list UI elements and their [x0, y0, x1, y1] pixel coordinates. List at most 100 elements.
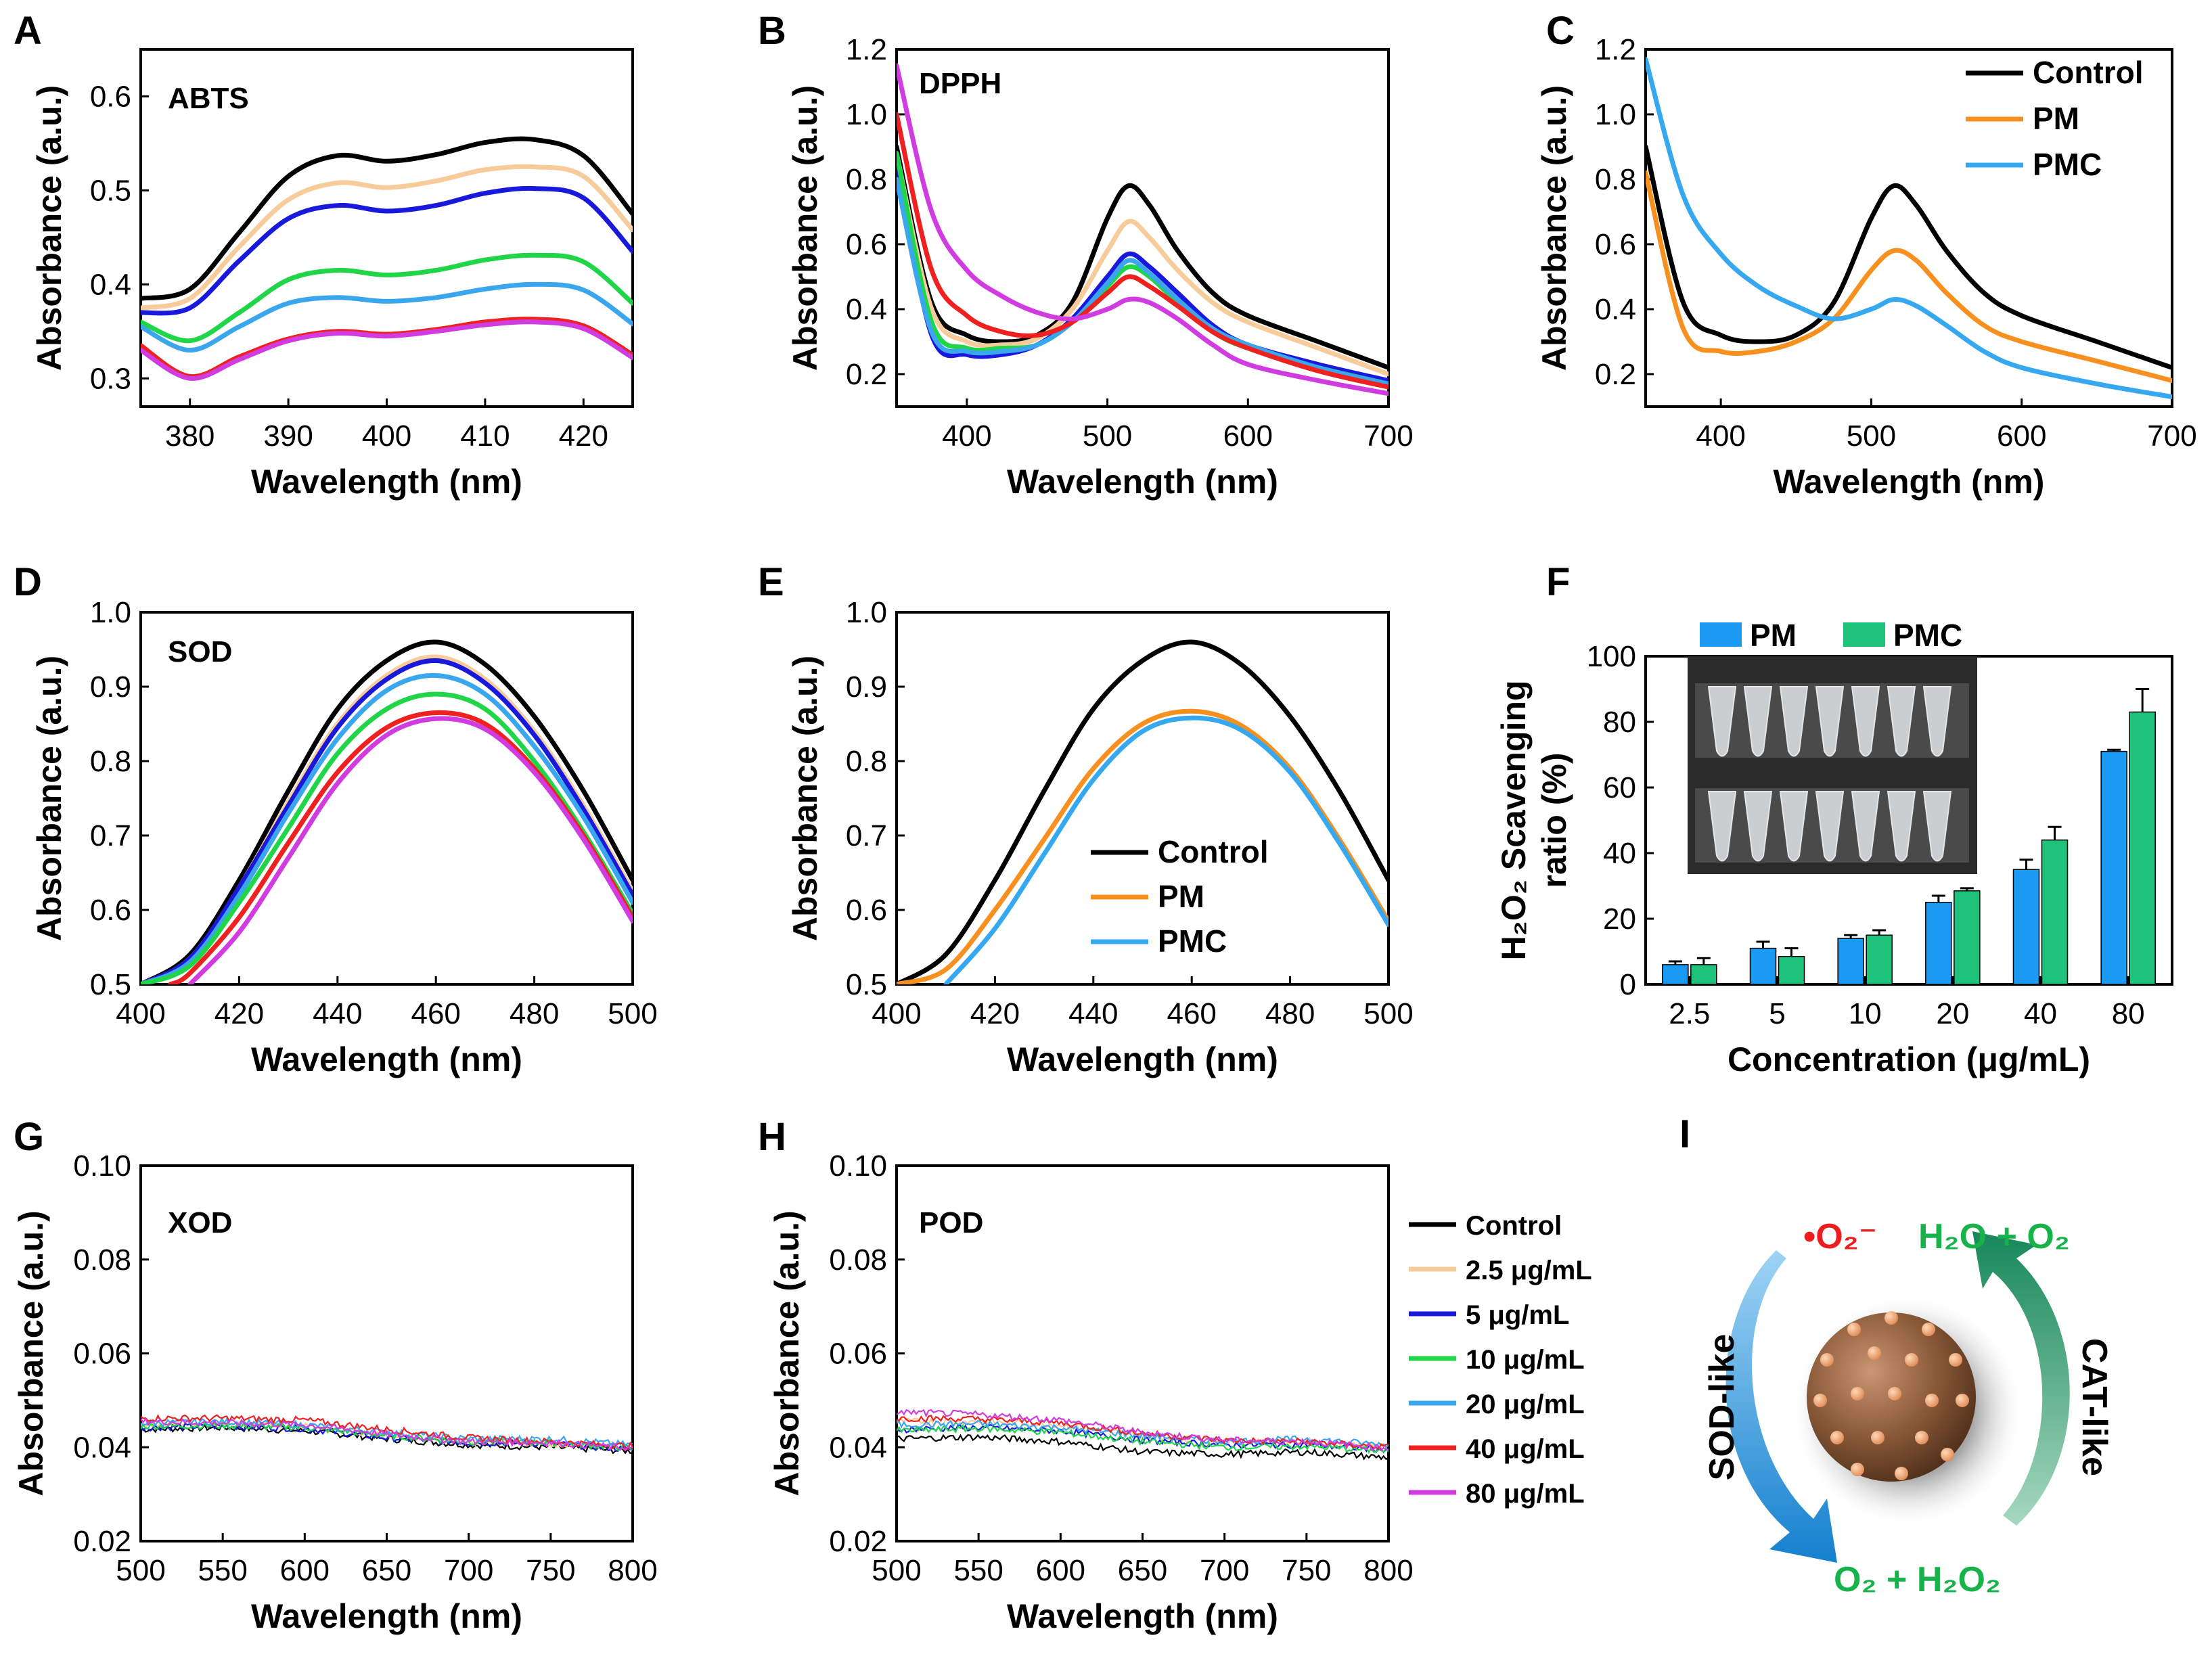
x-tick-label: 420 — [215, 997, 264, 1030]
series-line-pmc — [943, 715, 1389, 984]
x-tick-label: 550 — [198, 1554, 247, 1587]
sphere-dot — [1925, 1394, 1939, 1407]
plot-frame — [139, 611, 634, 986]
y-tick-label: 0.7 — [846, 819, 887, 852]
x-tick-label: 600 — [1223, 419, 1273, 453]
y-axis-title: Absorbance (a.u.) — [768, 1210, 806, 1496]
sphere-dot — [1895, 1467, 1908, 1480]
sphere-dot — [1820, 1353, 1834, 1367]
series-line-40-g-ml — [897, 112, 1389, 390]
x-tick-label: 10 — [1849, 997, 1882, 1030]
series-line-5-g-ml — [141, 185, 633, 316]
y-tick-label: 0.9 — [90, 670, 131, 704]
series-line-20-g-ml — [141, 281, 633, 353]
series-line-40-g-ml — [168, 710, 633, 984]
legend-swatch — [1700, 622, 1742, 647]
x-tick-label: 500 — [1847, 419, 1896, 453]
y-tick-label: 0.3 — [90, 362, 131, 395]
y-tick-label: 0.6 — [90, 80, 131, 113]
x-tick-label: 400 — [942, 419, 991, 453]
y-tick-label: 0.5 — [846, 968, 887, 1001]
series-group — [141, 639, 633, 984]
bar-pm — [1925, 902, 1952, 985]
x-tick-label: 480 — [510, 997, 559, 1030]
y-tick-label: 1.0 — [846, 596, 887, 629]
y-tick-label: 0.6 — [1595, 228, 1636, 261]
y-axis-title: Absorbance (a.u.) — [786, 656, 824, 941]
x-tick-label: 600 — [1036, 1554, 1085, 1587]
series-line-control — [897, 639, 1389, 984]
legend-label: Control — [1466, 1211, 1562, 1241]
panel-d: D 400 420 440 460 480 500 0.5 0.6 0.7 0.8 0.9 1.0 Wav… — [14, 560, 658, 1078]
x-tick-label: 390 — [263, 419, 313, 453]
series-line-control — [897, 144, 1389, 370]
panel-f: F 0 20 40 60 80 100 2.5 5 10 20 40 80 Concentration (… — [1495, 560, 2173, 1078]
superoxide-label: •O₂⁻ — [1803, 1217, 1877, 1256]
y-tick-label: 0.5 — [90, 968, 131, 1001]
cat-like-label: CAT-like — [2075, 1338, 2114, 1476]
series-line-10-g-ml — [897, 1424, 1389, 1454]
inset-label: DPPH — [919, 67, 1001, 100]
panel-label-e: E — [758, 560, 784, 604]
y-axis-title: Absorbance (a.u.) — [786, 85, 824, 371]
y-tick-label: 0.7 — [90, 819, 131, 852]
photo-tube — [1851, 686, 1880, 757]
x-tick-label: 700 — [1363, 419, 1413, 453]
series-line-80-g-ml — [141, 319, 633, 381]
x-tick-label: 380 — [165, 419, 215, 453]
panel-h: H 500 550 600 650 700 750 800 0.02 0.04 0.06 0.08 0.… — [758, 1115, 1592, 1635]
y-tick-label: 0.5 — [90, 174, 131, 207]
panel-label-a: A — [14, 9, 42, 53]
sphere-dots — [1813, 1311, 1969, 1480]
series-line-2-5-g-ml — [141, 1419, 633, 1453]
x-tick-label: 700 — [444, 1554, 493, 1587]
sphere-dot — [1813, 1394, 1827, 1407]
legend-label: Control — [2033, 55, 2144, 90]
photo-tube — [1922, 686, 1952, 757]
photo-tube — [1922, 791, 1952, 862]
inset-label: ABTS — [168, 82, 249, 115]
sphere-dot — [1956, 1394, 1969, 1407]
x-tick-label: 500 — [1083, 419, 1132, 453]
y-tick-label: 1.0 — [90, 596, 131, 629]
y-tick-label: 0.4 — [90, 268, 131, 301]
bar-pm — [1662, 964, 1689, 985]
y-tick-label: 0.9 — [846, 670, 887, 704]
legend-label: PM — [2033, 101, 2079, 136]
series-group — [141, 1413, 633, 1455]
x-tick-label: 500 — [872, 1554, 921, 1587]
sphere-dot — [1868, 1346, 1881, 1360]
bar-pm — [1749, 947, 1777, 985]
x-tick-label: 500 — [116, 1554, 165, 1587]
bar-pmc — [1690, 964, 1717, 985]
x-tick-label: 40 — [2024, 997, 2057, 1030]
legend-label: 5 μg/mL — [1466, 1300, 1569, 1330]
x-tick-label: 500 — [608, 997, 657, 1030]
sphere-dot — [1949, 1353, 1962, 1367]
plot-frame — [1644, 48, 2173, 408]
panel-label-c: C — [1546, 9, 1575, 53]
y-tick-label: 0.8 — [846, 163, 887, 196]
x-tick-label: 20 — [1936, 997, 1969, 1030]
x-tick-label: 400 — [116, 997, 165, 1030]
photo-tube — [1707, 686, 1737, 757]
x-tick-label: 550 — [953, 1554, 1003, 1587]
photo-tube — [1815, 791, 1845, 862]
series-group — [1646, 56, 2172, 400]
series-line-5-g-ml — [141, 658, 633, 984]
x-tick-label: 80 — [2112, 997, 2145, 1030]
sphere-dot — [1851, 1387, 1864, 1400]
legend-label: Control — [1158, 834, 1269, 869]
legend-label: PMC — [2033, 147, 2102, 182]
y-tick-label: 0.08 — [73, 1243, 131, 1277]
x-tick-label: 460 — [1167, 997, 1216, 1030]
y-tick-label: 0.06 — [73, 1338, 131, 1371]
series-line-80-g-ml — [141, 1417, 633, 1452]
plot-frame — [895, 48, 1390, 408]
sphere-dot — [1884, 1311, 1898, 1325]
sod-like-label: SOD-like — [1702, 1334, 1742, 1481]
x-tick-label: 400 — [872, 997, 921, 1030]
legend-swatch — [1843, 622, 1885, 647]
panel-a: A 380 390 400 410 420 0.3 0.4 0.5 0.6 Wavelength (… — [14, 9, 634, 501]
